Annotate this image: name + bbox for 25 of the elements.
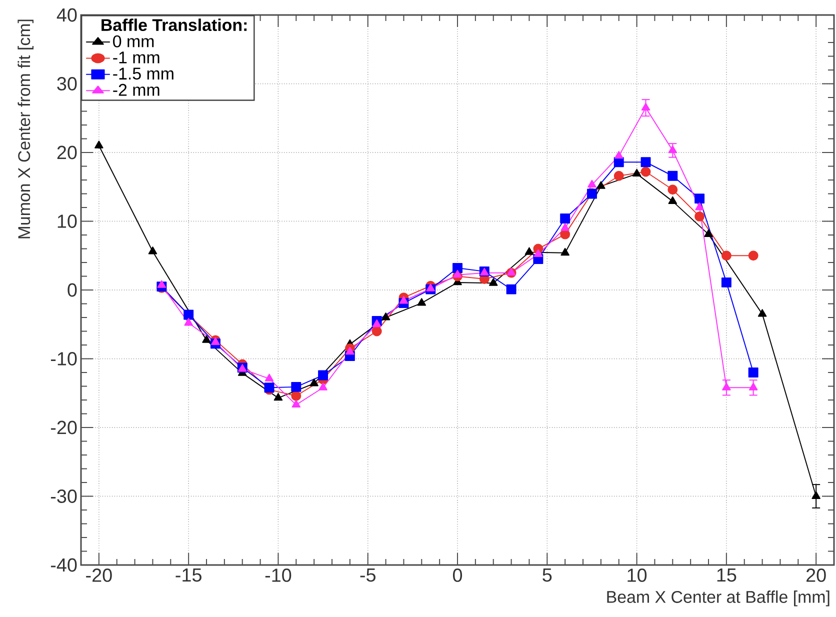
y-tick-label: 0 <box>68 283 77 297</box>
x-axis-title: Beam X Center at Baffle [mm] <box>607 590 830 606</box>
y-tick-label: 10 <box>58 214 77 228</box>
y-tick-label: -10 <box>50 352 77 366</box>
x-tick-label: -10 <box>265 568 292 582</box>
y-tick-label: -20 <box>50 420 77 434</box>
x-tick-label: 20 <box>806 568 826 582</box>
x-tick-label: -5 <box>360 568 376 582</box>
y-tick-label: -30 <box>50 490 77 503</box>
legend-title: Baffle Translation: <box>102 18 247 32</box>
legend-label: -1 mm <box>113 52 160 64</box>
x-tick-label: -15 <box>176 568 202 582</box>
legend-label: -2 mm <box>113 84 160 96</box>
y-tick-label: 30 <box>57 77 77 90</box>
y-tick-label: 40 <box>56 8 77 22</box>
y-tick-label: 20 <box>57 146 77 160</box>
legend-label: -1.5 mm <box>113 68 174 80</box>
legend-label: 0 mm <box>113 35 154 48</box>
x-tick-label: 5 <box>542 568 552 582</box>
y-tick-label: -40 <box>50 558 77 572</box>
x-tick-label: 15 <box>717 568 736 582</box>
x-tick-label: 10 <box>628 568 647 582</box>
x-tick-label: -20 <box>86 568 112 582</box>
x-tick-label: 0 <box>452 568 462 582</box>
y-axis-title: Mumon X Center from fit [cm] <box>18 20 34 238</box>
